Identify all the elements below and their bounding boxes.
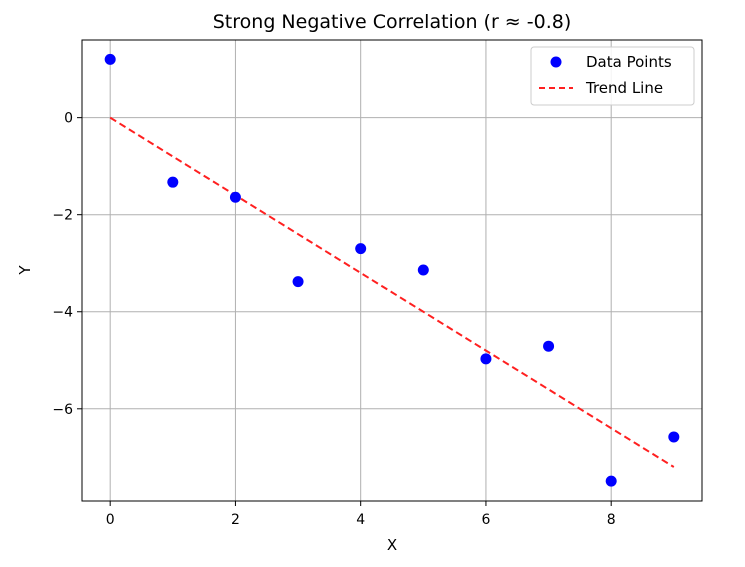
plot-frame [81, 39, 703, 502]
x-axis-label: X [387, 536, 397, 554]
data-point [229, 191, 241, 203]
data-point [543, 340, 555, 352]
chart-title: Strong Negative Correlation (r ≈ -0.8) [213, 11, 572, 33]
legend: Data Points Trend Line [530, 46, 695, 106]
x-tick-label: 6 [481, 512, 490, 528]
data-point [104, 53, 116, 65]
data-points-layer [104, 53, 680, 487]
legend-box [530, 46, 695, 106]
data-point [167, 176, 179, 188]
y-axis: 0 −2 −4 −6 [52, 111, 82, 418]
legend-marker-data-points [550, 56, 562, 68]
y-tick-label: 0 [64, 111, 73, 127]
y-tick-label: −4 [52, 305, 73, 321]
x-tick-label: 4 [356, 512, 365, 528]
x-tick-label: 8 [607, 512, 616, 528]
data-point [668, 431, 680, 443]
legend-label-data-points: Data Points [586, 53, 672, 71]
x-tick-label: 2 [231, 512, 240, 528]
x-axis: 0 2 4 6 8 [106, 501, 616, 528]
y-tick-label: −6 [52, 402, 73, 418]
data-point [480, 353, 492, 365]
data-point [417, 264, 429, 276]
data-point [292, 276, 304, 288]
y-tick-label: −2 [52, 208, 73, 224]
grid [82, 40, 702, 501]
legend-label-trend-line: Trend Line [585, 79, 663, 97]
data-point [605, 475, 617, 487]
x-tick-label: 0 [106, 512, 115, 528]
trend-line-layer [109, 116, 675, 468]
y-axis-label: Y [16, 265, 34, 276]
trend-line [109, 116, 675, 468]
data-point [355, 243, 367, 255]
